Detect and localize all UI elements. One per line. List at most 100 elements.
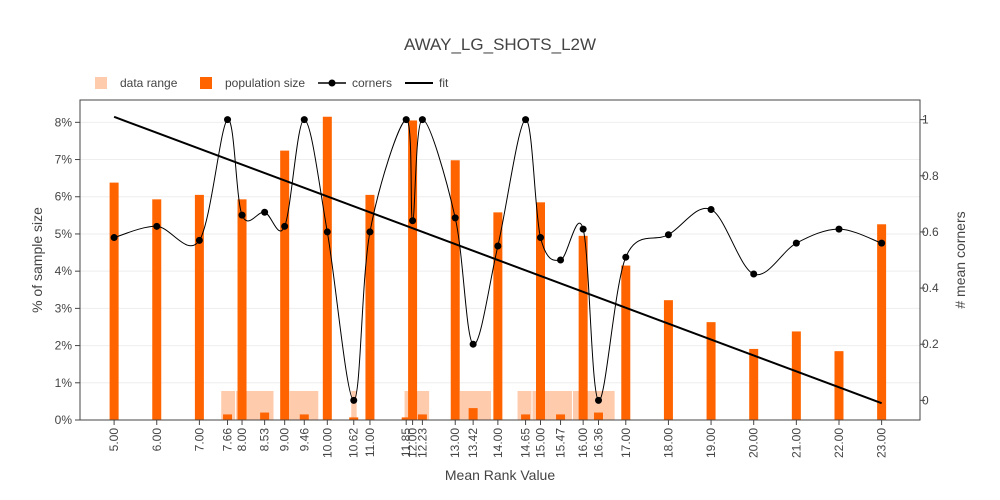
- corners-point: [300, 116, 308, 124]
- x-tick-label: 8.53: [258, 428, 272, 452]
- corners-point: [402, 116, 410, 124]
- corners-point: [195, 236, 203, 244]
- legend-item-data-range[interactable]: data range: [95, 76, 178, 90]
- legend-label: population size: [225, 76, 305, 90]
- corners-point: [323, 228, 331, 236]
- x-tick-label: 14.00: [491, 428, 505, 458]
- corners-point: [110, 234, 118, 242]
- population-bar: [365, 194, 375, 420]
- population-bar: [223, 414, 233, 420]
- legend-item-fit[interactable]: fit: [405, 76, 449, 90]
- y2-tick-label: 1: [922, 113, 929, 127]
- x-tick-label: 5.00: [107, 428, 121, 452]
- corners-point: [878, 239, 886, 247]
- gridlines: [80, 121, 920, 384]
- legend-label: fit: [439, 76, 449, 90]
- y2-axis-title: # mean corners: [952, 211, 968, 308]
- legend-marker: [328, 79, 336, 87]
- legend-label: corners: [352, 76, 392, 90]
- corners-point: [418, 116, 426, 124]
- x-tick-label: 19.00: [704, 428, 718, 458]
- corners-point: [281, 222, 289, 230]
- y-tick-label: 1%: [55, 376, 73, 390]
- population-bar: [401, 417, 411, 420]
- legend-swatch: [95, 77, 107, 89]
- population-bar: [450, 160, 460, 421]
- population-bar: [260, 412, 270, 420]
- x-tick-label: 7.00: [192, 428, 206, 452]
- y-tick-label: 8%: [55, 115, 73, 129]
- legend-item-corners[interactable]: corners: [318, 76, 392, 90]
- x-tick-label: 23.00: [875, 428, 889, 458]
- data-range-area: [221, 390, 236, 420]
- x-axis-title: Mean Rank Value: [445, 467, 555, 483]
- x-tick-label: 13.42: [466, 428, 480, 458]
- data-range-area: [351, 390, 357, 420]
- corners-point: [664, 231, 672, 239]
- population-bar: [706, 322, 716, 420]
- x-tick-label: 6.00: [150, 428, 164, 452]
- x-tick-label: 9.46: [297, 428, 311, 452]
- population-bar: [468, 408, 478, 420]
- corners-line-group: [110, 116, 886, 404]
- corners-point: [750, 270, 758, 278]
- data-range-area: [517, 390, 532, 420]
- corners-point: [261, 208, 269, 216]
- population-bar: [493, 212, 503, 420]
- corners-point: [366, 228, 374, 236]
- corners-point: [238, 211, 246, 219]
- corners-point: [622, 253, 630, 261]
- fit-line: [113, 115, 882, 405]
- y-tick-label: 2%: [55, 339, 73, 353]
- y-axis-ticks: 0% 1% 2% 3% 4% 5% 6% 7% 8%: [55, 115, 80, 427]
- legend-label: data range: [120, 76, 178, 90]
- x-tick-label: 16.36: [591, 428, 605, 458]
- population-bar: [237, 199, 247, 420]
- y2-axis-ticks: 0 0.2 0.4 0.6 0.8 1: [920, 113, 939, 407]
- corners-point: [494, 242, 502, 250]
- x-axis-ticks: 5.00 6.00 7.00 7.66 8.00 8.53 9.00 9.46 10.00 10.…: [107, 420, 889, 458]
- y-tick-label: 5%: [55, 227, 73, 241]
- population-bar: [109, 182, 119, 420]
- y2-tick-label: 0: [922, 393, 929, 407]
- x-tick-label: 18.00: [661, 428, 675, 458]
- population-bar: [194, 194, 204, 420]
- x-tick-label: 11.85: [399, 428, 413, 457]
- x-tick-label: 10.00: [320, 428, 334, 458]
- population-bar: [349, 417, 359, 420]
- legend-item-population-size[interactable]: population size: [200, 76, 305, 90]
- population-bar: [834, 351, 844, 420]
- x-tick-label: 15.47: [554, 428, 568, 458]
- y2-tick-label: 0.8: [922, 169, 939, 183]
- y2-tick-label: 0.2: [922, 337, 939, 351]
- corners-point: [451, 214, 459, 222]
- x-tick-label: 7.66: [221, 428, 235, 452]
- x-tick-label: 16.00: [576, 428, 590, 458]
- x-tick-label: 9.00: [278, 428, 292, 452]
- corners-point: [153, 222, 161, 230]
- x-tick-label: 15.00: [534, 428, 548, 458]
- x-tick-label: 14.65: [519, 428, 533, 458]
- y2-tick-label: 0.6: [922, 225, 939, 239]
- x-tick-label: 20.00: [747, 428, 761, 458]
- population-bar: [280, 150, 290, 420]
- population-bar: [152, 199, 162, 420]
- legend-swatch: [200, 77, 212, 89]
- corners-point: [522, 116, 530, 124]
- corners-point: [579, 225, 587, 233]
- legend[interactable]: data range population size corners fit: [95, 76, 449, 90]
- population-bar: [299, 414, 309, 420]
- y2-tick-label: 0.4: [922, 281, 939, 295]
- chart-title: AWAY_LG_SHOTS_L2W: [404, 35, 596, 54]
- population-bar: [877, 224, 887, 420]
- corners-point: [537, 234, 545, 242]
- corners-point: [350, 396, 358, 404]
- y-tick-label: 6%: [55, 190, 73, 204]
- x-tick-label: 17.00: [619, 428, 633, 458]
- population-bar: [408, 120, 418, 420]
- x-tick-label: 22.00: [832, 428, 846, 458]
- x-tick-label: 21.00: [789, 428, 803, 458]
- population-bar: [663, 300, 673, 420]
- y-tick-label: 4%: [55, 264, 73, 278]
